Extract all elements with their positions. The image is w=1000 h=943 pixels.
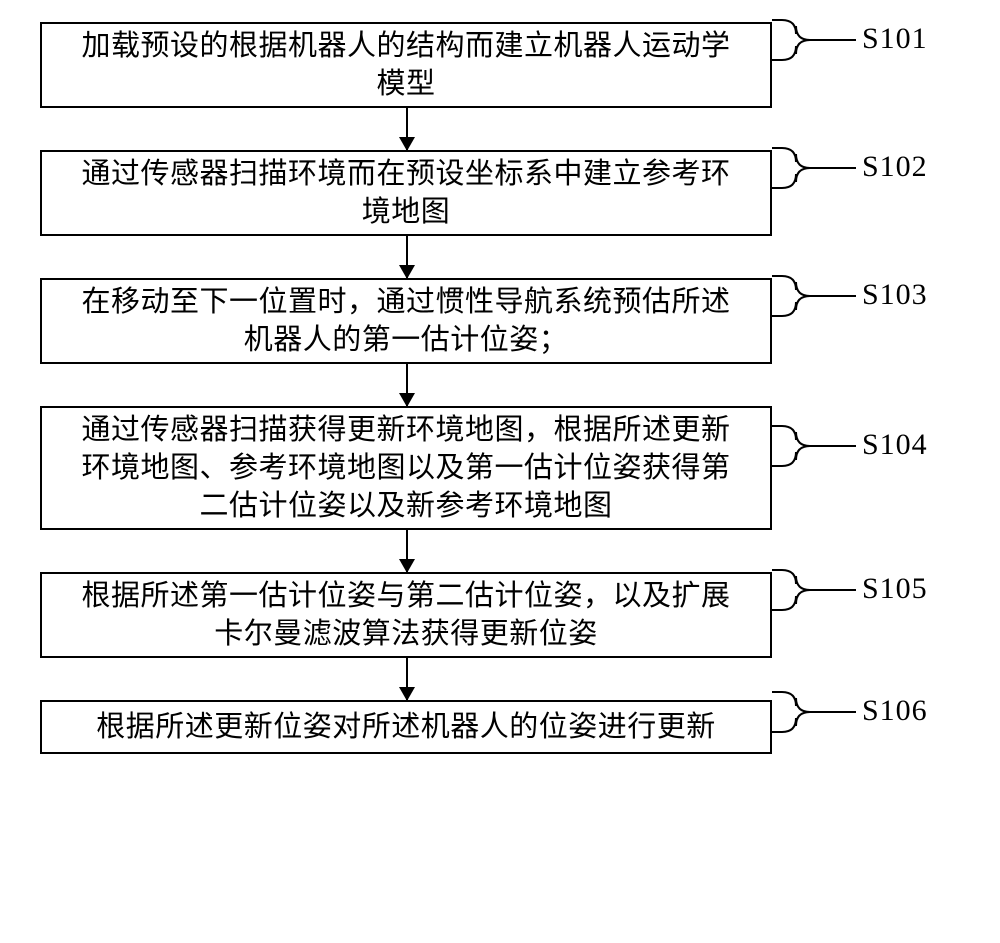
step-text-line: 通过传感器扫描环境而在预设坐标系中建立参考环 (81, 155, 730, 193)
arrow-down (40, 364, 960, 406)
step-label: S102 (862, 150, 928, 184)
step-label: S106 (862, 694, 928, 728)
step-label: S105 (862, 572, 928, 606)
step-text-line: 机器人的第一估计位姿； (244, 321, 569, 359)
step-text-line: 根据所述更新位姿对所述机器人的位姿进行更新 (96, 708, 716, 746)
flow-step-s106: 根据所述更新位姿对所述机器人的位姿进行更新 S106 (40, 700, 960, 754)
arrow-down (40, 236, 960, 278)
flow-step-s101: 加载预设的根据机器人的结构而建立机器人运动学模型 S101 (40, 22, 960, 108)
step-connector: S103 (772, 278, 960, 364)
step-text-line: 在移动至下一位置时，通过惯性导航系统预估所述 (81, 283, 730, 321)
flowchart-container: 加载预设的根据机器人的结构而建立机器人运动学模型 S101 通过传感器扫描环境而在预… (40, 22, 960, 754)
bracket-connector (772, 146, 856, 190)
flow-step-s102: 通过传感器扫描环境而在预设坐标系中建立参考环境地图 S102 (40, 150, 960, 236)
bracket-connector (772, 690, 856, 734)
step-connector: S102 (772, 150, 960, 236)
arrow-down (40, 108, 960, 150)
bracket-connector (772, 568, 856, 612)
step-box: 加载预设的根据机器人的结构而建立机器人运动学模型 (40, 22, 772, 108)
step-box: 根据所述更新位姿对所述机器人的位姿进行更新 (40, 700, 772, 754)
step-connector: S101 (772, 22, 960, 108)
step-label: S104 (862, 428, 928, 462)
step-text-line: 境地图 (362, 193, 451, 231)
step-connector: S104 (772, 406, 960, 530)
step-label: S101 (862, 22, 928, 56)
step-box: 通过传感器扫描环境而在预设坐标系中建立参考环境地图 (40, 150, 772, 236)
step-connector: S106 (772, 700, 960, 754)
step-box: 通过传感器扫描获得更新环境地图，根据所述更新环境地图、参考环境地图以及第一估计位… (40, 406, 772, 530)
bracket-connector (772, 274, 856, 318)
bracket-connector (772, 18, 856, 62)
flow-step-s103: 在移动至下一位置时，通过惯性导航系统预估所述机器人的第一估计位姿； S103 (40, 278, 960, 364)
flow-step-s105: 根据所述第一估计位姿与第二估计位姿，以及扩展卡尔曼滤波算法获得更新位姿 S105 (40, 572, 960, 658)
step-text-line: 卡尔曼滤波算法获得更新位姿 (214, 615, 598, 653)
step-box: 在移动至下一位置时，通过惯性导航系统预估所述机器人的第一估计位姿； (40, 278, 772, 364)
step-label: S103 (862, 278, 928, 312)
step-box: 根据所述第一估计位姿与第二估计位姿，以及扩展卡尔曼滤波算法获得更新位姿 (40, 572, 772, 658)
bracket-connector (772, 424, 856, 468)
step-connector: S105 (772, 572, 960, 658)
step-text-line: 二估计位姿以及新参考环境地图 (199, 487, 612, 525)
arrow-down (40, 530, 960, 572)
flow-step-s104: 通过传感器扫描获得更新环境地图，根据所述更新环境地图、参考环境地图以及第一估计位… (40, 406, 960, 530)
step-text-line: 根据所述第一估计位姿与第二估计位姿，以及扩展 (81, 577, 730, 615)
step-text-line: 环境地图、参考环境地图以及第一估计位姿获得第 (81, 449, 730, 487)
step-text-line: 加载预设的根据机器人的结构而建立机器人运动学 (81, 27, 730, 65)
step-text-line: 通过传感器扫描获得更新环境地图，根据所述更新 (81, 411, 730, 449)
step-text-line: 模型 (376, 65, 435, 103)
